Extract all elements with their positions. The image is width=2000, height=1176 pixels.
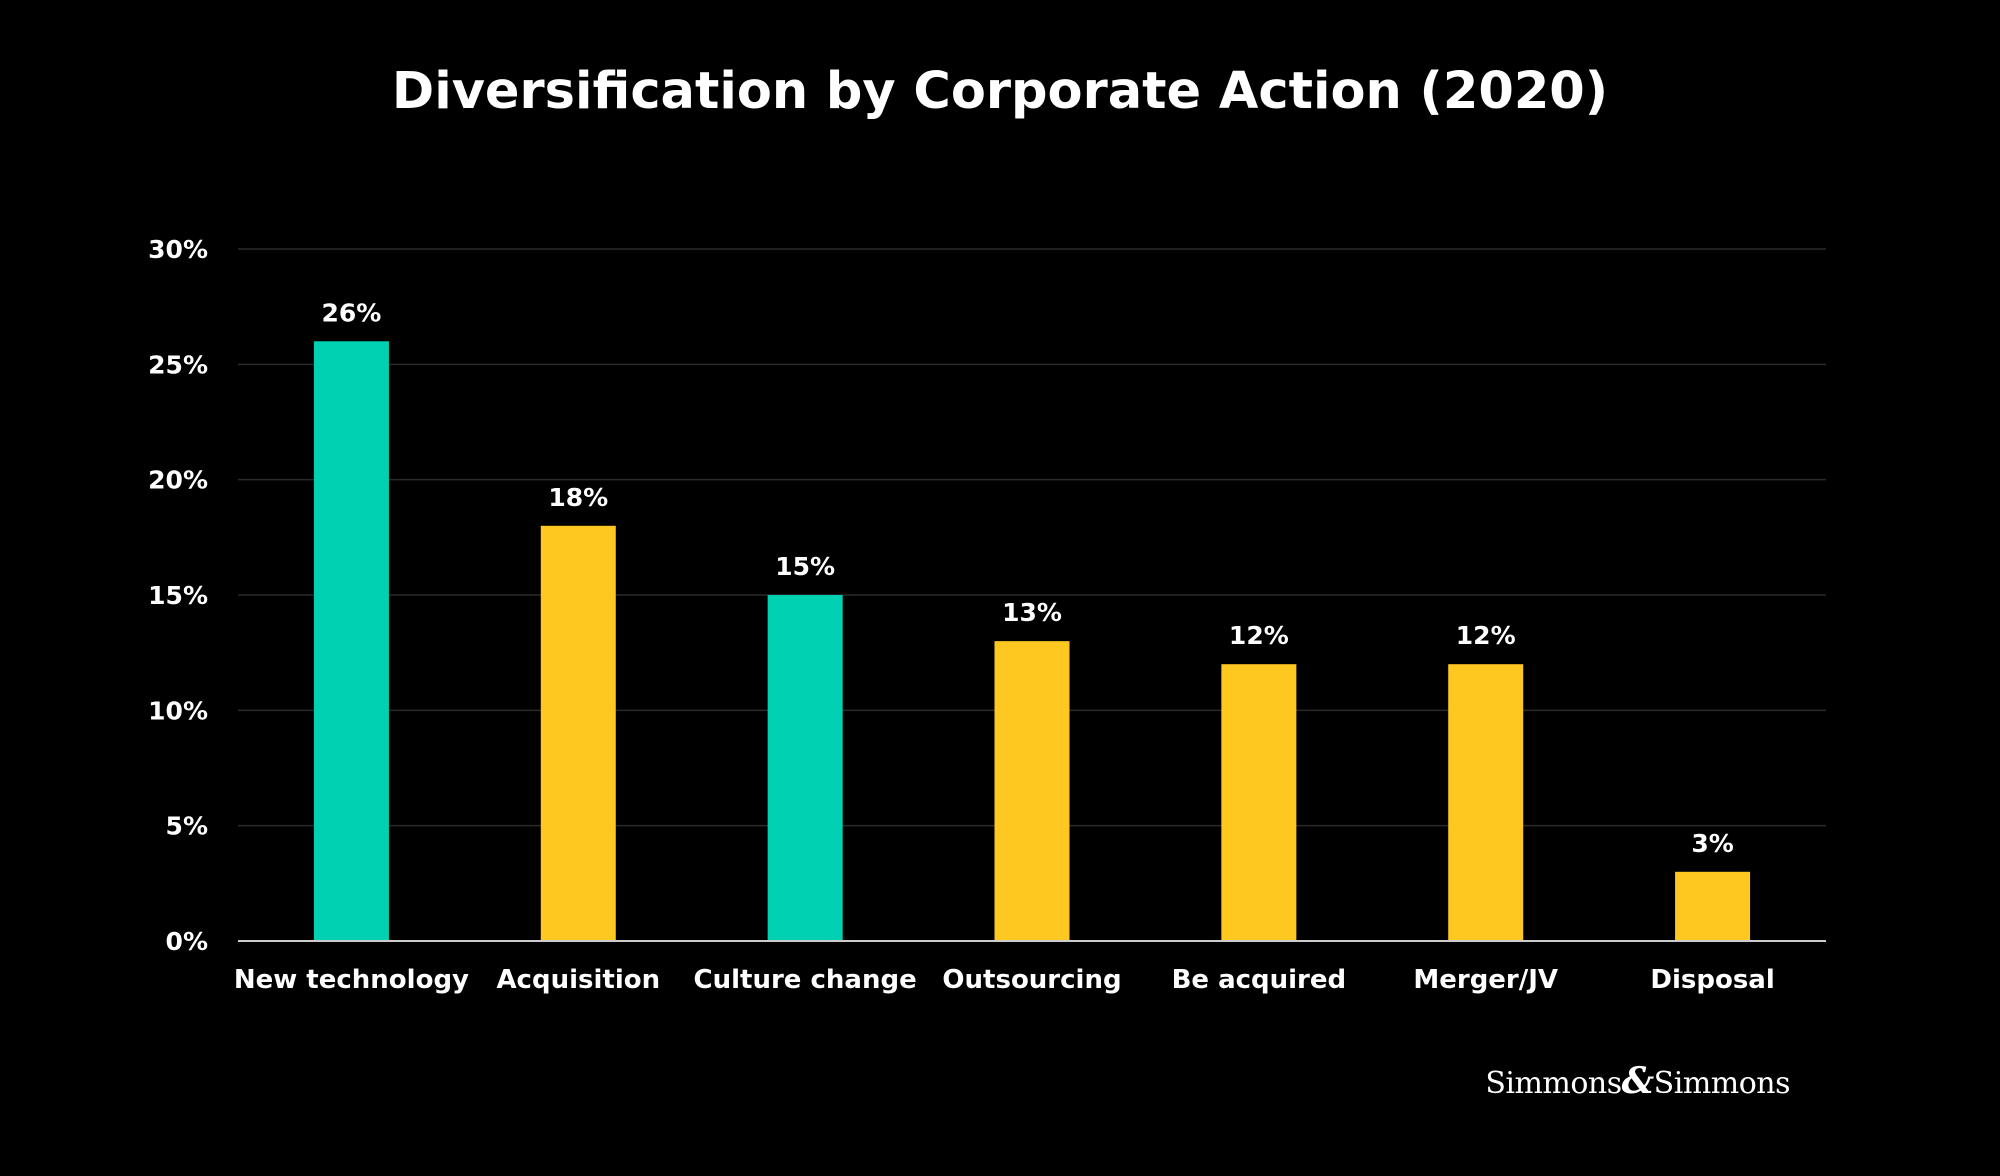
data-label: 18%: [548, 483, 608, 512]
y-tick-label: 0%: [166, 927, 208, 956]
x-tick-label: Culture change: [694, 965, 917, 995]
bar-new-technology: [313, 341, 389, 941]
x-tick-label: Outsourcing: [942, 965, 1121, 995]
bar-be-acquired: [1221, 664, 1297, 941]
y-tick-label: 10%: [148, 696, 208, 725]
bars: [313, 341, 1751, 941]
y-tick-label: 30%: [148, 235, 208, 264]
bar-outsourcing: [994, 641, 1070, 941]
brand-name-left: Simmons: [1485, 1066, 1622, 1101]
data-label: 3%: [1691, 829, 1733, 858]
y-axis-ticks: 0% 5% 10% 15% 20% 25% 30%: [148, 235, 208, 956]
y-tick-label: 15%: [148, 581, 208, 610]
data-label: 15%: [775, 552, 835, 581]
x-tick-label: Be acquired: [1172, 965, 1347, 995]
data-label: 13%: [1002, 598, 1062, 627]
x-tick-label: Merger/JV: [1413, 965, 1558, 995]
brand-logo: Simmons&Simmons: [1485, 1060, 1790, 1102]
y-tick-label: 20%: [148, 466, 208, 495]
data-label: 12%: [1456, 621, 1516, 650]
x-tick-label: New technology: [234, 965, 469, 995]
y-tick-label: 5%: [166, 812, 208, 841]
value-labels: 26% 18% 15% 13% 12% 12% 3%: [322, 298, 1734, 858]
brand-name-right: Simmons: [1653, 1066, 1791, 1101]
bar-culture-change: [767, 595, 843, 941]
x-tick-label: Acquisition: [496, 965, 660, 995]
brand-ampersand: &: [1621, 1060, 1655, 1102]
bar-disposal: [1675, 871, 1751, 941]
y-tick-label: 25%: [148, 350, 208, 379]
data-label: 26%: [322, 298, 382, 327]
data-label: 12%: [1229, 621, 1289, 650]
x-axis-labels: New technology Acquisition Culture change O…: [234, 965, 1775, 995]
bar-merger-jv: [1448, 664, 1524, 941]
chart-title: Diversification by Corporate Action (202…: [391, 62, 1609, 121]
bar-acquisition: [540, 525, 616, 941]
x-tick-label: Disposal: [1650, 965, 1774, 995]
